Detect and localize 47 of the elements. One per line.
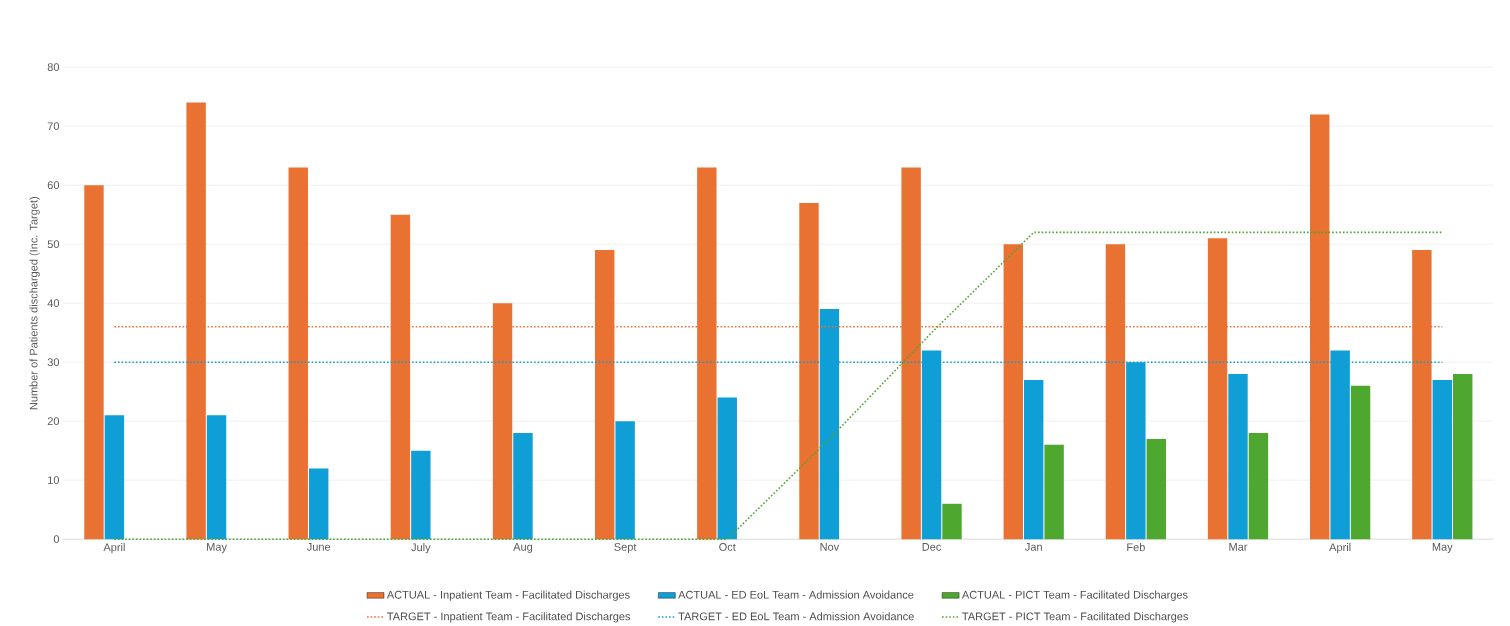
x-tick-label: Dec [922, 543, 942, 551]
x-tick-label: April [103, 543, 125, 554]
x-tick-label: April [1329, 543, 1351, 554]
legend-label: TARGET - PICT Team - Facilitated Discharges [962, 612, 1189, 623]
y-tick-label: 10 [48, 476, 60, 485]
bar [206, 415, 227, 540]
bar [1146, 438, 1166, 540]
bar [1453, 374, 1473, 540]
x-tick-label: Sept [614, 543, 637, 554]
x-tick-label: May [1432, 543, 1453, 554]
x-tick-label: June [306, 543, 331, 551]
y-tick-label: 30 [47, 358, 60, 367]
bar [615, 421, 635, 540]
y-tick-label: 60 [47, 181, 60, 190]
legend-label: TARGET - Inpatient Team - Facilitated Discharges [387, 612, 631, 623]
y-tick-label: 20 [47, 417, 60, 426]
x-tick-label: Aug [513, 543, 533, 554]
x-tick-label: Nov [820, 543, 840, 551]
bar [1350, 385, 1371, 540]
bar [411, 450, 431, 540]
bar [942, 503, 962, 540]
bar [308, 468, 329, 540]
x-tick-label: May [207, 543, 227, 554]
y-tick-label: 0 [53, 535, 60, 544]
legend-label: ACTUAL - ED EoL Team - Admission Avoidance [678, 590, 914, 599]
legend-label: ACTUAL - Inpatient Team - Facilitated Discharges [386, 590, 630, 601]
bar [1024, 379, 1044, 540]
bar [717, 397, 737, 540]
bar [1044, 444, 1064, 540]
y-tick-label: 40 [47, 299, 60, 308]
bar [1432, 379, 1452, 540]
x-tick-label: Mar [1229, 543, 1248, 551]
x-tick-label: Oct [719, 543, 736, 551]
bar [84, 185, 104, 540]
legend-label: TARGET - ED EoL Team - Admission Avoidance [678, 612, 914, 621]
bar [1228, 374, 1248, 540]
x-tick-label: July [411, 543, 431, 554]
y-tick-label: 50 [47, 240, 60, 249]
x-tick-label: Feb [1127, 543, 1145, 552]
y-tick-label: 80 [47, 63, 60, 72]
x-tick-label: Jan [1025, 543, 1042, 551]
bar [513, 433, 533, 540]
bar [104, 415, 125, 540]
bar [1248, 433, 1269, 540]
y-tick-label: 70 [47, 122, 60, 131]
legend-label: ACTUAL - PICT Team - Facilitated Discharges [961, 590, 1188, 601]
y-axis-title: Number of Patients discharged (Inc. Target) [29, 197, 40, 410]
